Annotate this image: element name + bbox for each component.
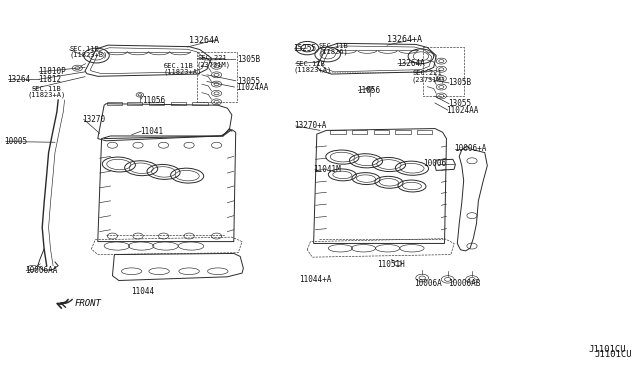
Text: (11823+A): (11823+A) (293, 67, 332, 73)
Text: 10006AA: 10006AA (25, 266, 58, 275)
Text: 13270: 13270 (83, 115, 106, 124)
Text: 10006+A: 10006+A (454, 144, 486, 153)
Text: SEC.11B: SEC.11B (164, 62, 193, 68)
Text: (11823+A): (11823+A) (28, 92, 66, 99)
Text: 11056: 11056 (357, 86, 380, 95)
Text: 11024AA: 11024AA (447, 106, 479, 115)
Text: SEC.11B: SEC.11B (296, 61, 326, 67)
Text: (23731M): (23731M) (196, 61, 230, 68)
Text: 13270+A: 13270+A (294, 122, 327, 131)
Text: (11826): (11826) (319, 49, 348, 55)
Text: (11823+A): (11823+A) (164, 68, 202, 75)
Text: 1305B: 1305B (448, 78, 471, 87)
Text: 15255: 15255 (293, 44, 316, 53)
Text: 11056: 11056 (143, 96, 166, 105)
Text: 1305B: 1305B (237, 55, 260, 64)
Text: 13264A: 13264A (189, 36, 219, 45)
Text: (23731M): (23731M) (412, 76, 445, 83)
Text: SEC.11B: SEC.11B (319, 43, 348, 49)
Text: J1101CU: J1101CU (594, 350, 632, 359)
Text: 10006AB: 10006AB (448, 279, 480, 288)
Text: SEC.221: SEC.221 (197, 55, 227, 61)
Text: 11041M: 11041M (314, 165, 341, 174)
Text: 11051H: 11051H (378, 260, 405, 269)
Text: (11823+B): (11823+B) (70, 52, 108, 58)
Text: FRONT: FRONT (74, 299, 101, 308)
Text: 11024AA: 11024AA (236, 83, 268, 92)
Text: SEC.221: SEC.221 (413, 70, 442, 76)
Text: SEC.11B: SEC.11B (31, 86, 61, 92)
Text: 10006: 10006 (424, 159, 447, 168)
Text: 13055: 13055 (237, 77, 260, 86)
Text: 11041: 11041 (140, 126, 163, 136)
Text: SEC.11B: SEC.11B (70, 46, 99, 52)
Text: 11044: 11044 (132, 287, 155, 296)
Text: 13264+A: 13264+A (387, 35, 422, 44)
Text: 13264: 13264 (7, 75, 30, 84)
Text: J1101CU: J1101CU (588, 345, 626, 354)
Text: 10005: 10005 (4, 137, 27, 146)
Text: 11810P: 11810P (38, 67, 65, 76)
Text: 13055: 13055 (448, 99, 471, 108)
Text: 10006A: 10006A (415, 279, 442, 288)
Text: 13264A: 13264A (397, 59, 424, 68)
Text: 11044+A: 11044+A (300, 275, 332, 284)
Text: 11812: 11812 (38, 75, 61, 84)
